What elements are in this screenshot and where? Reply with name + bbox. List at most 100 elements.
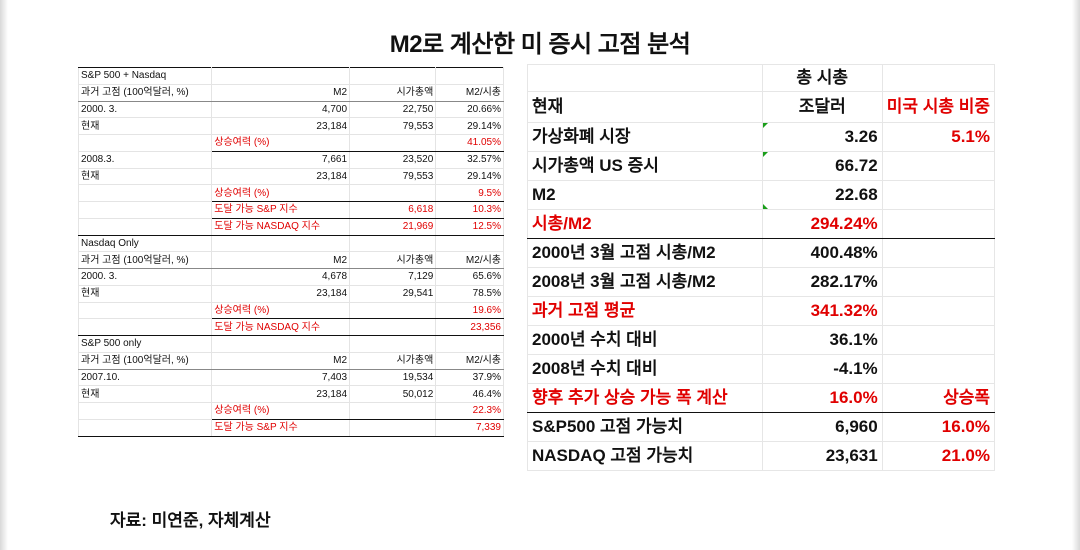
left-table-cell: 41.05% <box>435 134 504 152</box>
left-table-cell: 현재 <box>77 385 213 403</box>
left-table-cell: M2/시총 <box>435 351 504 370</box>
right-row-value-text: 6,960 <box>835 417 878 436</box>
left-table-cell: 9.5% <box>435 184 504 202</box>
left-table-cell <box>211 234 351 253</box>
right-row-value-text: 282.17% <box>810 272 878 291</box>
left-table-cell: 시가총액 <box>349 251 437 269</box>
left-table-cell <box>349 402 437 420</box>
right-row-value-text: 294.24% <box>810 214 878 233</box>
right-header-current: 현재 <box>527 91 763 123</box>
left-table-cell: Nasdaq Only <box>77 234 213 253</box>
left-table-cell: 22,750 <box>349 100 437 119</box>
right-row-extra <box>881 180 996 210</box>
left-table-row: 2007.10. 7,403 19,534 37.9% <box>77 368 504 387</box>
left-table-cell <box>77 184 213 202</box>
left-table-cell <box>211 67 351 85</box>
left-table-cell <box>349 301 437 320</box>
left-table-cell: M2 <box>211 351 351 370</box>
left-table-cell <box>77 301 213 320</box>
left-table-cell: 32.57% <box>435 150 504 169</box>
left-table-row: 과거 고점 (100억달러, %) M2 시가총액 M2/시총 <box>77 351 504 370</box>
right-header-row-bottom: 현재 조달러 미국 시총 비중 <box>527 91 996 123</box>
left-table-cell: 22.3% <box>435 402 504 420</box>
left-analysis-table: S&P 500 + Nasdaq 과거 고점 (100억달러, %) M2 시가총액 M… <box>77 67 504 437</box>
right-header-cell-empty <box>881 64 996 92</box>
left-table-cell: 2000. 3. <box>77 100 213 119</box>
left-table-cell: 19,534 <box>349 368 437 387</box>
cell-comment-marker <box>762 123 768 128</box>
left-table-row: Nasdaq Only <box>77 234 504 253</box>
left-table-row: S&P 500 only <box>77 335 504 353</box>
right-table-row: NASDAQ 고점 가능치 23,631 21.0% <box>527 441 996 471</box>
right-row-value: 6,960 <box>761 412 883 442</box>
right-row-label: 시총/M2 <box>527 209 763 239</box>
left-table-cell <box>349 67 437 85</box>
right-table-row: 2008년 수치 대비 -4.1% <box>527 354 996 384</box>
right-row-label: NASDAQ 고점 가능치 <box>527 441 763 471</box>
left-table-cell: 23,184 <box>211 385 351 403</box>
right-table-row: 2000년 3월 고점 시총/M2 400.48% <box>527 238 996 268</box>
left-table-row: 현재 23,184 79,553 29.14% <box>77 167 504 186</box>
right-row-label: 시가총액 US 증시 <box>527 151 763 181</box>
right-row-value: 22.68 <box>761 180 883 210</box>
left-table-cell: 46.4% <box>435 385 504 403</box>
left-table-cell: 78.5% <box>435 284 504 303</box>
right-row-label: 2008년 수치 대비 <box>527 354 763 384</box>
left-table-cell: 7,339 <box>435 418 504 437</box>
right-row-extra <box>881 151 996 181</box>
cell-comment-marker <box>762 204 768 209</box>
right-header-total-cap: 총 시총 <box>761 64 883 92</box>
right-row-label: 2000년 3월 고점 시총/M2 <box>527 238 763 268</box>
right-row-extra <box>881 325 996 355</box>
right-row-label: 과거 고점 평균 <box>527 296 763 326</box>
right-row-extra <box>881 296 996 326</box>
left-table-cell: S&P 500 + Nasdaq <box>77 67 213 85</box>
right-table-row: 향후 추가 상승 가능 폭 계산 16.0% 상승폭 <box>527 383 996 413</box>
left-table-row: 도달 가능 NASDAQ 지수 21,969 12.5% <box>77 217 504 236</box>
left-table-cell: 79,553 <box>349 167 437 186</box>
left-table-cell: 7,129 <box>349 268 437 286</box>
right-header-row-top: 총 시총 <box>527 64 996 92</box>
right-table-row: 가상화폐 시장 3.26 5.1% <box>527 122 996 152</box>
left-table-cell: 현재 <box>77 167 213 186</box>
left-table-cell: 12.5% <box>435 217 504 236</box>
left-table-row: 상승여력 (%) 19.6% <box>77 301 504 320</box>
left-table-row: 2000. 3. 4,700 22,750 20.66% <box>77 100 504 119</box>
left-table-cell: 50,012 <box>349 385 437 403</box>
right-row-value-text: -4.1% <box>833 359 878 378</box>
left-table-cell: 20.66% <box>435 100 504 119</box>
right-row-value-text: 22.68 <box>835 185 878 204</box>
right-row-value: 341.32% <box>761 296 883 326</box>
right-header-us-share: 미국 시총 비중 <box>881 91 996 123</box>
left-table-cell <box>349 318 437 336</box>
left-table-cell: M2 <box>211 83 351 102</box>
right-row-value-text: 400.48% <box>810 243 878 262</box>
right-row-extra <box>881 238 996 268</box>
right-row-label: 향후 추가 상승 가능 폭 계산 <box>527 383 763 413</box>
left-table-cell: 7,661 <box>211 150 351 169</box>
right-row-value: -4.1% <box>761 354 883 384</box>
left-table-row: 2008.3. 7,661 23,520 32.57% <box>77 150 504 169</box>
left-table-cell <box>77 134 213 152</box>
right-row-value: 294.24% <box>761 209 883 239</box>
left-table-cell: 37.9% <box>435 368 504 387</box>
left-table-cell: M2 <box>211 251 351 269</box>
right-row-extra <box>881 209 996 239</box>
right-row-value: 66.72 <box>761 151 883 181</box>
left-table-cell: M2/시총 <box>435 251 504 269</box>
left-table-cell: 시가총액 <box>349 83 437 102</box>
right-header-cell-empty <box>527 64 763 92</box>
right-header-unit: 조달러 <box>761 91 883 123</box>
left-table-cell: 19.6% <box>435 301 504 320</box>
right-row-extra <box>881 354 996 384</box>
right-row-label: M2 <box>527 180 763 210</box>
left-table-cell <box>77 318 213 336</box>
left-table-cell <box>349 184 437 202</box>
left-table-cell: 과거 고점 (100억달러, %) <box>77 83 213 102</box>
right-table-row: 2008년 3월 고점 시총/M2 282.17% <box>527 267 996 297</box>
right-table-row: S&P500 고점 가능치 6,960 16.0% <box>527 412 996 442</box>
left-table-cell: 2000. 3. <box>77 268 213 286</box>
left-table-row: S&P 500 + Nasdaq <box>77 67 504 85</box>
left-table-cell: 23,184 <box>211 167 351 186</box>
left-table-cell <box>211 335 351 353</box>
